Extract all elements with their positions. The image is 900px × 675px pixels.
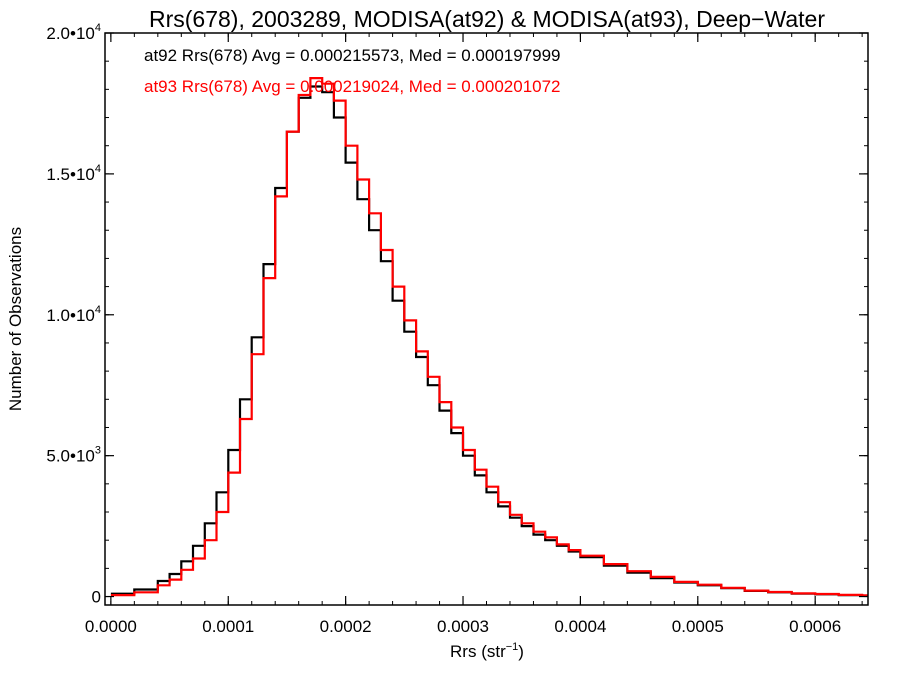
x-tick-label: 0.0005: [672, 617, 724, 636]
axis-layer: 0.0000 0.0001 0.0002 0.0003 0.0004 0.0005 0.00…: [46, 22, 868, 636]
y-axis-label: Number of Observations: [6, 227, 25, 411]
series-at93-line: [110, 76, 868, 597]
x-axis-label-end: ): [518, 642, 524, 661]
plot-frame: [104, 32, 869, 606]
series-layer: [110, 76, 868, 597]
y-tick-label: 2.0•104: [46, 22, 101, 43]
x-tick-label: 0.0004: [554, 617, 606, 636]
x-tick-label: 0.0002: [320, 617, 372, 636]
x-tick-label: 0.0006: [789, 617, 841, 636]
x-tick-label: 0.0003: [437, 617, 489, 636]
x-axis-label: Rrs (str−1): [450, 641, 524, 661]
series-at92-line: [110, 85, 868, 597]
y-tick-label: 1.0•104: [46, 304, 101, 325]
y-tick-label: 5.0•103: [46, 445, 101, 466]
annotation-at92: at92 Rrs(678) Avg = 0.000215573, Med = 0…: [144, 46, 561, 65]
y-tick-label: 0: [92, 588, 101, 607]
x-tick-label: 0.0000: [85, 617, 137, 636]
chart-title: Rrs(678), 2003289, MODISA(at92) & MODISA…: [149, 6, 825, 32]
x-axis-label-sup: −1: [506, 641, 519, 653]
x-tick-label: 0.0001: [202, 617, 254, 636]
annotation-at93: at93 Rrs(678) Avg = 0.000219024, Med = 0…: [144, 77, 561, 96]
y-tick-label: 1.5•104: [46, 163, 101, 184]
x-axis-label-main: Rrs (str: [450, 642, 506, 661]
